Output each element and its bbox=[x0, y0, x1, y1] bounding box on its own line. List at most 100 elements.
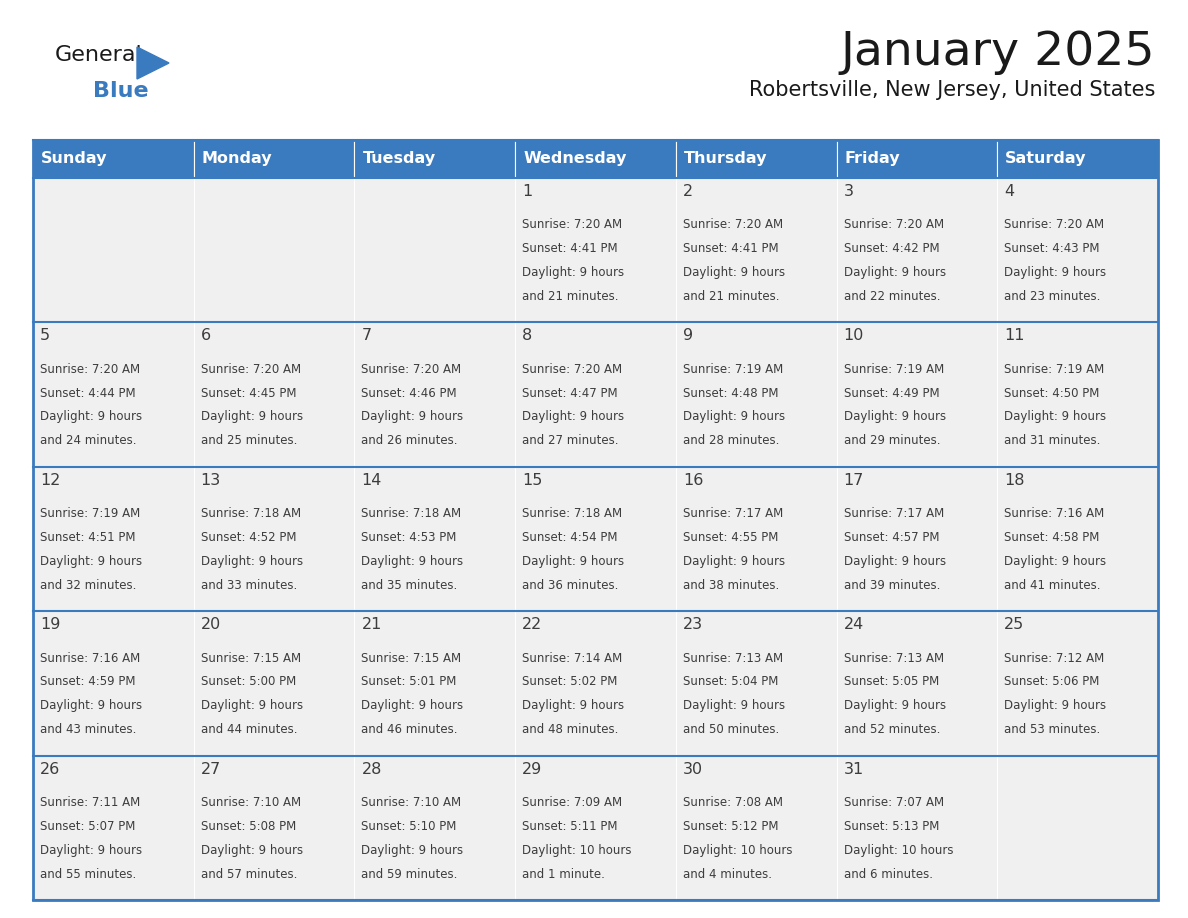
Bar bbox=[354, 466, 516, 611]
Bar bbox=[354, 756, 516, 900]
Text: Daylight: 9 hours: Daylight: 9 hours bbox=[1004, 700, 1106, 712]
Text: 3: 3 bbox=[843, 184, 853, 199]
Text: Sunrise: 7:07 AM: Sunrise: 7:07 AM bbox=[843, 796, 943, 809]
Bar bbox=[194, 322, 354, 466]
Text: and 26 minutes.: and 26 minutes. bbox=[361, 434, 457, 447]
Text: Sunset: 4:50 PM: Sunset: 4:50 PM bbox=[1004, 386, 1100, 399]
Text: 10: 10 bbox=[843, 329, 864, 343]
Bar bbox=[676, 466, 836, 611]
Text: Sunset: 4:46 PM: Sunset: 4:46 PM bbox=[361, 386, 457, 399]
Text: 25: 25 bbox=[1004, 617, 1024, 633]
Text: and 28 minutes.: and 28 minutes. bbox=[683, 434, 779, 447]
Text: Sunrise: 7:20 AM: Sunrise: 7:20 AM bbox=[361, 363, 462, 375]
Text: Sunrise: 7:08 AM: Sunrise: 7:08 AM bbox=[683, 796, 783, 809]
Text: Sunset: 4:48 PM: Sunset: 4:48 PM bbox=[683, 386, 778, 399]
Text: Sunrise: 7:18 AM: Sunrise: 7:18 AM bbox=[523, 508, 623, 521]
Text: Sunrise: 7:18 AM: Sunrise: 7:18 AM bbox=[361, 508, 462, 521]
Text: Sunrise: 7:10 AM: Sunrise: 7:10 AM bbox=[201, 796, 301, 809]
Text: Daylight: 9 hours: Daylight: 9 hours bbox=[40, 410, 143, 423]
Text: Tuesday: Tuesday bbox=[362, 151, 436, 166]
Text: 28: 28 bbox=[361, 762, 381, 777]
Text: Sunrise: 7:20 AM: Sunrise: 7:20 AM bbox=[843, 218, 943, 231]
Bar bbox=[354, 178, 516, 322]
Text: and 48 minutes.: and 48 minutes. bbox=[523, 723, 619, 736]
Text: General: General bbox=[55, 45, 143, 65]
Text: Sunrise: 7:15 AM: Sunrise: 7:15 AM bbox=[201, 652, 301, 665]
Text: 13: 13 bbox=[201, 473, 221, 487]
Text: Sunset: 4:49 PM: Sunset: 4:49 PM bbox=[843, 386, 940, 399]
Text: Sunset: 4:43 PM: Sunset: 4:43 PM bbox=[1004, 242, 1100, 255]
Text: and 22 minutes.: and 22 minutes. bbox=[843, 290, 940, 303]
Text: Sunset: 5:04 PM: Sunset: 5:04 PM bbox=[683, 676, 778, 688]
Text: Daylight: 9 hours: Daylight: 9 hours bbox=[201, 554, 303, 568]
Text: Sunset: 5:10 PM: Sunset: 5:10 PM bbox=[361, 820, 457, 833]
Text: 29: 29 bbox=[523, 762, 543, 777]
Text: Sunrise: 7:12 AM: Sunrise: 7:12 AM bbox=[1004, 652, 1105, 665]
Text: Daylight: 9 hours: Daylight: 9 hours bbox=[523, 410, 624, 423]
Text: Sunset: 4:57 PM: Sunset: 4:57 PM bbox=[843, 531, 939, 544]
Bar bbox=[836, 756, 997, 900]
Text: Sunset: 4:47 PM: Sunset: 4:47 PM bbox=[523, 386, 618, 399]
Text: Sunrise: 7:16 AM: Sunrise: 7:16 AM bbox=[40, 652, 140, 665]
Text: Sunset: 4:51 PM: Sunset: 4:51 PM bbox=[40, 531, 135, 544]
Text: Sunrise: 7:11 AM: Sunrise: 7:11 AM bbox=[40, 796, 140, 809]
Bar bbox=[997, 756, 1158, 900]
Text: Robertsville, New Jersey, United States: Robertsville, New Jersey, United States bbox=[748, 80, 1155, 100]
Bar bbox=[997, 322, 1158, 466]
Text: Sunrise: 7:15 AM: Sunrise: 7:15 AM bbox=[361, 652, 462, 665]
Bar bbox=[354, 140, 516, 178]
Text: Daylight: 10 hours: Daylight: 10 hours bbox=[523, 844, 632, 856]
Bar bbox=[997, 611, 1158, 756]
Text: 22: 22 bbox=[523, 617, 543, 633]
Bar bbox=[33, 140, 1158, 900]
Bar bbox=[676, 178, 836, 322]
Text: Sunrise: 7:20 AM: Sunrise: 7:20 AM bbox=[40, 363, 140, 375]
Bar bbox=[516, 322, 676, 466]
Text: January 2025: January 2025 bbox=[840, 30, 1155, 75]
Text: 16: 16 bbox=[683, 473, 703, 487]
Text: and 46 minutes.: and 46 minutes. bbox=[361, 723, 457, 736]
Text: Sunrise: 7:14 AM: Sunrise: 7:14 AM bbox=[523, 652, 623, 665]
Text: Sunrise: 7:13 AM: Sunrise: 7:13 AM bbox=[683, 652, 783, 665]
Text: Daylight: 9 hours: Daylight: 9 hours bbox=[683, 266, 785, 279]
Text: and 41 minutes.: and 41 minutes. bbox=[1004, 578, 1101, 592]
Text: and 21 minutes.: and 21 minutes. bbox=[523, 290, 619, 303]
Text: 30: 30 bbox=[683, 762, 703, 777]
Bar bbox=[516, 140, 676, 178]
Text: Sunrise: 7:20 AM: Sunrise: 7:20 AM bbox=[683, 218, 783, 231]
Text: Sunset: 5:02 PM: Sunset: 5:02 PM bbox=[523, 676, 618, 688]
Bar bbox=[354, 322, 516, 466]
Text: Sunrise: 7:19 AM: Sunrise: 7:19 AM bbox=[40, 508, 140, 521]
Text: Daylight: 10 hours: Daylight: 10 hours bbox=[843, 844, 953, 856]
Text: Sunset: 5:13 PM: Sunset: 5:13 PM bbox=[843, 820, 939, 833]
Text: Daylight: 9 hours: Daylight: 9 hours bbox=[361, 554, 463, 568]
Text: Sunrise: 7:20 AM: Sunrise: 7:20 AM bbox=[1004, 218, 1105, 231]
Text: Daylight: 9 hours: Daylight: 9 hours bbox=[843, 554, 946, 568]
Bar bbox=[997, 466, 1158, 611]
Bar bbox=[194, 140, 354, 178]
Text: and 32 minutes.: and 32 minutes. bbox=[40, 578, 137, 592]
Text: Sunset: 4:55 PM: Sunset: 4:55 PM bbox=[683, 531, 778, 544]
Text: 15: 15 bbox=[523, 473, 543, 487]
Text: and 21 minutes.: and 21 minutes. bbox=[683, 290, 779, 303]
Text: Daylight: 9 hours: Daylight: 9 hours bbox=[40, 554, 143, 568]
Text: Sunset: 4:54 PM: Sunset: 4:54 PM bbox=[523, 531, 618, 544]
Text: Daylight: 9 hours: Daylight: 9 hours bbox=[201, 844, 303, 856]
Text: and 53 minutes.: and 53 minutes. bbox=[1004, 723, 1100, 736]
Bar bbox=[997, 140, 1158, 178]
Text: 20: 20 bbox=[201, 617, 221, 633]
Text: and 4 minutes.: and 4 minutes. bbox=[683, 868, 772, 880]
Text: and 29 minutes.: and 29 minutes. bbox=[843, 434, 940, 447]
Text: Sunrise: 7:20 AM: Sunrise: 7:20 AM bbox=[201, 363, 301, 375]
Text: Daylight: 9 hours: Daylight: 9 hours bbox=[683, 700, 785, 712]
Text: 5: 5 bbox=[40, 329, 50, 343]
Text: and 38 minutes.: and 38 minutes. bbox=[683, 578, 779, 592]
Text: 12: 12 bbox=[40, 473, 61, 487]
Text: Daylight: 9 hours: Daylight: 9 hours bbox=[361, 844, 463, 856]
Text: Thursday: Thursday bbox=[684, 151, 767, 166]
Text: Daylight: 9 hours: Daylight: 9 hours bbox=[1004, 410, 1106, 423]
Text: Daylight: 9 hours: Daylight: 9 hours bbox=[361, 410, 463, 423]
Bar bbox=[33, 140, 194, 178]
Text: Sunrise: 7:13 AM: Sunrise: 7:13 AM bbox=[843, 652, 943, 665]
Text: Sunset: 5:12 PM: Sunset: 5:12 PM bbox=[683, 820, 778, 833]
